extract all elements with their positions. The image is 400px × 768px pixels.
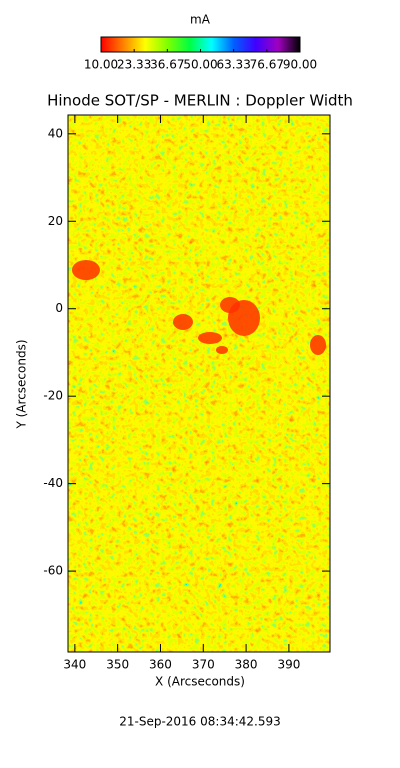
- y-tick-label: -60: [43, 564, 63, 578]
- y-tick-label: 40: [48, 126, 63, 140]
- y-axis-label: Y (Arcseconds): [15, 339, 29, 429]
- heatmap-feature: [173, 314, 193, 330]
- y-tick-label: 20: [48, 214, 63, 228]
- heatmap-feature: [72, 260, 100, 280]
- colorbar-tick-label: 50.00: [183, 58, 217, 72]
- colorbar-tick-label: 63.33: [216, 58, 250, 72]
- y-tick-label: -40: [43, 476, 63, 490]
- heatmap-feature: [216, 346, 228, 354]
- x-tick-label: 350: [106, 658, 129, 672]
- heatmap-features: [72, 260, 326, 355]
- colorbar-tick-label: 76.67: [250, 58, 284, 72]
- date: 21-Sep-2016 08:34:42.593: [119, 715, 281, 729]
- colorbar-tick-label: 23.33: [117, 58, 151, 72]
- y-tick-label: -20: [43, 389, 63, 403]
- colorbar-tick-label: 10.00: [84, 58, 118, 72]
- x-tick-label: 370: [192, 658, 215, 672]
- colorbar-label: mA: [190, 13, 211, 27]
- plot-frame: [67, 114, 331, 653]
- colorbar-tick-label: 90.00: [283, 58, 317, 72]
- heatmap-feature: [310, 335, 326, 355]
- x-tick-label: 340: [63, 658, 86, 672]
- colorbar-tick-label: 36.67: [150, 58, 184, 72]
- heatmap-feature: [198, 332, 222, 344]
- x-tick-label: 390: [277, 658, 300, 672]
- x-tick-label: 380: [235, 658, 258, 672]
- heatmap-feature: [220, 297, 240, 313]
- x-tick-label: 360: [149, 658, 172, 672]
- y-tick-label: 0: [55, 301, 63, 315]
- heatmap-image: [68, 115, 330, 652]
- x-axis-label: X (Arcseconds): [155, 675, 245, 689]
- chart-title: Hinode SOT/SP - MERLIN : Doppler Width: [47, 92, 353, 110]
